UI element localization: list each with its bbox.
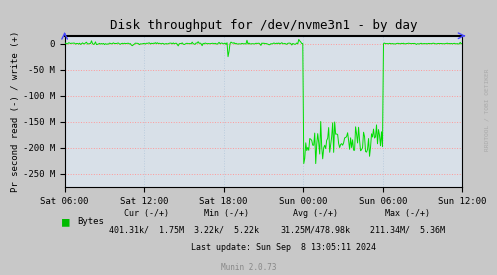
Text: Last update: Sun Sep  8 13:05:11 2024: Last update: Sun Sep 8 13:05:11 2024 [191, 243, 376, 252]
Text: 31.25M/478.98k: 31.25M/478.98k [281, 226, 350, 234]
Text: Max (-/+): Max (-/+) [385, 209, 430, 218]
Text: 401.31k/  1.75M: 401.31k/ 1.75M [109, 226, 184, 234]
Text: ■: ■ [62, 215, 70, 228]
Title: Disk throughput for /dev/nvme3n1 - by day: Disk throughput for /dev/nvme3n1 - by da… [110, 19, 417, 32]
Text: Cur (-/+): Cur (-/+) [124, 209, 169, 218]
Text: Min (-/+): Min (-/+) [204, 209, 248, 218]
Text: Munin 2.0.73: Munin 2.0.73 [221, 263, 276, 271]
Text: 211.34M/  5.36M: 211.34M/ 5.36M [370, 226, 445, 234]
Text: RRDTOOL / TOBI OETIKER: RRDTOOL / TOBI OETIKER [485, 69, 490, 151]
Text: Avg (-/+): Avg (-/+) [293, 209, 338, 218]
Text: 3.22k/  5.22k: 3.22k/ 5.22k [194, 226, 258, 234]
Text: Bytes: Bytes [77, 217, 104, 226]
Y-axis label: Pr second read (-) / write (+): Pr second read (-) / write (+) [11, 31, 20, 192]
